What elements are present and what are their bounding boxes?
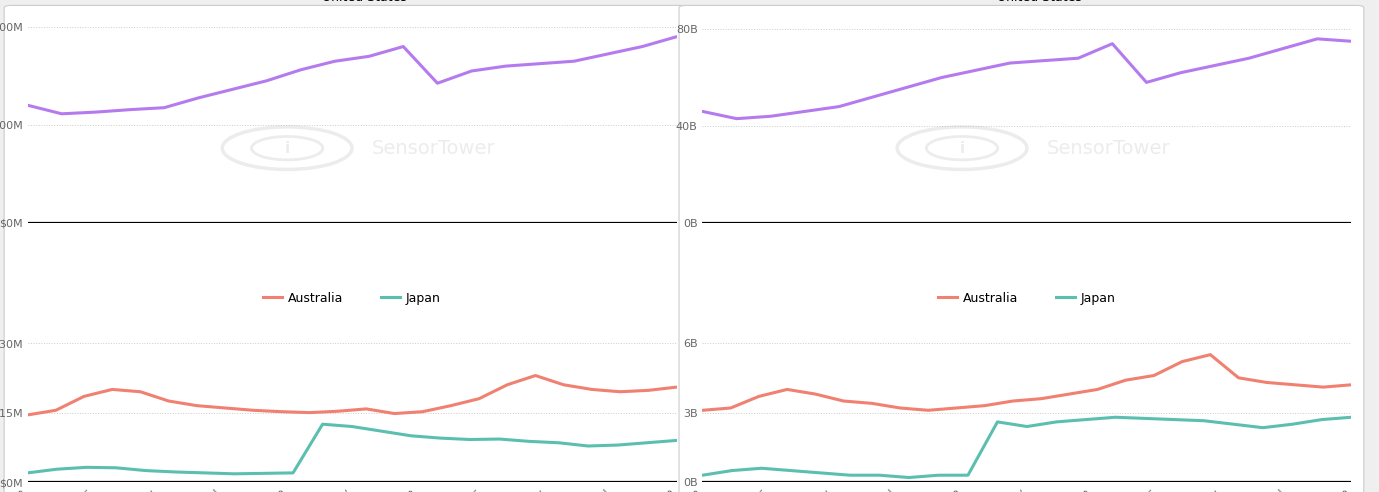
Text: i: i: [960, 141, 965, 155]
Text: SensorTower: SensorTower: [371, 139, 495, 157]
Legend: United States: United States: [292, 0, 412, 9]
Legend: Australia, Japan: Australia, Japan: [258, 287, 445, 309]
Text: i: i: [284, 141, 290, 155]
Legend: United States: United States: [967, 0, 1087, 9]
Text: SensorTower: SensorTower: [1047, 139, 1169, 157]
Legend: Australia, Japan: Australia, Japan: [934, 287, 1121, 309]
